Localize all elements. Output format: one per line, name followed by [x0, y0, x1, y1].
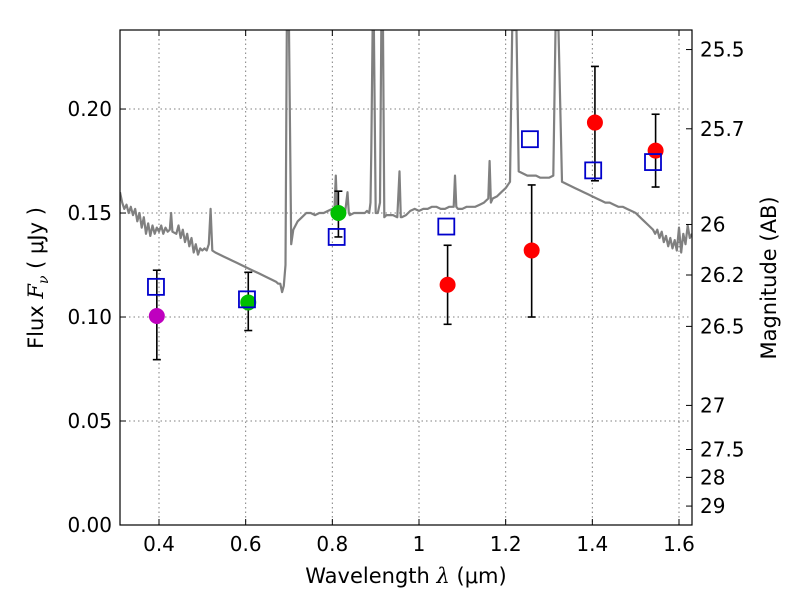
- y-tick-label: 0.00: [67, 513, 112, 537]
- y2-tick-label: 28: [700, 465, 725, 489]
- x-axis-ticks: 0.4 0.6 0.8 1 1.2 1.4 1.6: [143, 30, 695, 556]
- y2-tick-label: 27.5: [700, 438, 745, 462]
- observed-point: [439, 276, 456, 293]
- y-axis-label: Flux Fν ( μJy ): [24, 207, 52, 349]
- x-tick-label: 0.8: [316, 532, 348, 556]
- observed-point: [330, 205, 347, 222]
- y-tick-label: 0.10: [67, 305, 112, 329]
- x-tick-label: 1.2: [490, 532, 522, 556]
- model-point: [327, 228, 346, 246]
- y2-tick-label: 25.5: [700, 38, 745, 62]
- x-tick-label: 0.6: [230, 532, 262, 556]
- model-point: [521, 130, 539, 149]
- y2-tick-label: 26.5: [700, 314, 745, 338]
- x-tick-label: 1: [413, 532, 426, 556]
- plot-frame: [119, 29, 693, 526]
- y2-axis-label: Magnitude (AB): [757, 196, 781, 359]
- y-tick-label: 0.20: [67, 97, 112, 121]
- y-axis-ticks: 0.00 0.05 0.10 0.15 0.20: [67, 97, 126, 537]
- x-tick-label: 1.6: [663, 532, 695, 556]
- x-axis-label: Wavelength λ (μm): [305, 564, 506, 588]
- x-tick-label: 0.4: [143, 532, 175, 556]
- model-spectrum-line: [120, 30, 692, 294]
- observed-point: [148, 307, 165, 324]
- y2-axis-ticks: 25.5 25.7 26 26.2 26.5 27 27.5 28 29: [686, 38, 745, 518]
- y2-tick-label: 26: [700, 212, 725, 236]
- observed-point: [523, 242, 540, 259]
- y-tick-label: 0.05: [67, 409, 112, 433]
- observed-point: [586, 114, 603, 131]
- model-point: [147, 277, 165, 296]
- model-point: [238, 290, 256, 309]
- model-point: [644, 153, 662, 171]
- model-point: [584, 161, 603, 180]
- y2-tick-label: 26.2: [700, 263, 745, 287]
- y-tick-label: 0.15: [67, 201, 112, 225]
- y2-tick-label: 25.7: [700, 117, 745, 141]
- y2-tick-label: 29: [700, 494, 725, 518]
- y2-tick-label: 27: [700, 393, 725, 417]
- model-photometry-points: [147, 130, 662, 309]
- model-point: [437, 217, 456, 236]
- x-tick-label: 1.4: [576, 532, 608, 556]
